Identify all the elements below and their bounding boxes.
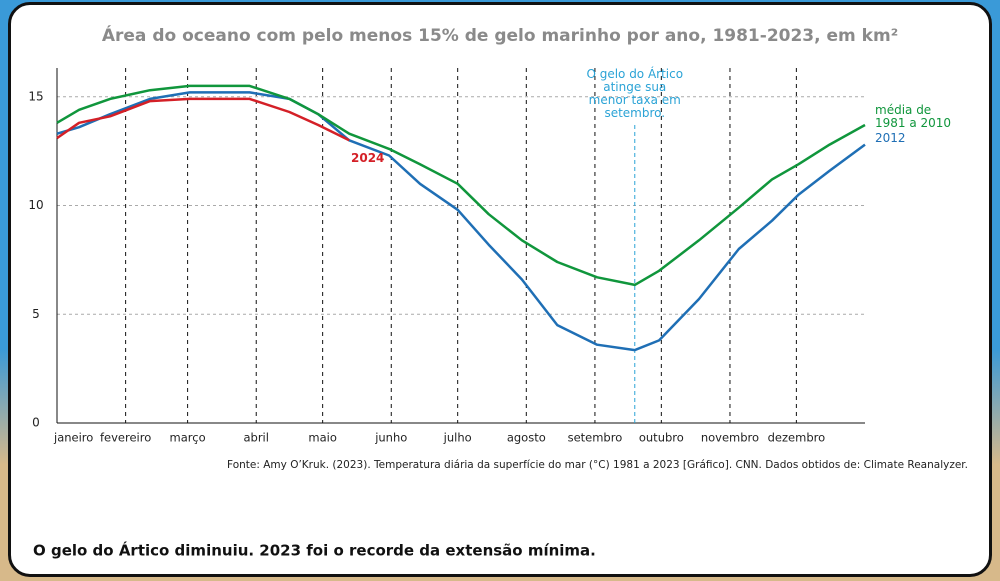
- x-tick-label: agosto: [507, 431, 546, 445]
- series-label: média de 1981 a 2010: [875, 103, 952, 130]
- x-tick-label: junho: [374, 431, 407, 445]
- series-label: 2012: [875, 131, 906, 145]
- annotation: O gelo do Ártico atinge sua menor taxa e…: [586, 67, 684, 120]
- x-tick-label: dezembro: [768, 431, 826, 445]
- card: [8, 2, 992, 577]
- x-tick-label: julho: [443, 431, 472, 445]
- x-tick-label: fevereiro: [100, 431, 151, 445]
- y-tick-label: 10: [28, 198, 43, 212]
- series-label: 2024: [351, 151, 385, 165]
- source: Fonte: Amy O’Kruk. (2023). Temperatura d…: [227, 459, 968, 471]
- x-tick-label: maio: [308, 431, 336, 445]
- chart-title: Área do oceano com pelo menos 15% de gel…: [102, 24, 898, 46]
- series-line: [56, 91, 866, 352]
- x-tick-label: março: [170, 431, 206, 445]
- x-tick-label: setembro: [568, 431, 623, 445]
- y-tick-label: 0: [32, 416, 40, 430]
- series-line: [56, 84, 866, 287]
- series-line: [56, 97, 350, 142]
- x-tick-label: abril: [243, 431, 268, 445]
- y-tick-label: 5: [32, 307, 40, 321]
- caption: O gelo do Ártico diminuiu. 2023 foi o re…: [33, 541, 596, 560]
- x-tick-label: janeiro: [53, 431, 93, 445]
- y-tick-label: 15: [28, 89, 43, 103]
- x-tick-label: novembro: [701, 431, 759, 445]
- x-tick-label: outubro: [639, 431, 684, 445]
